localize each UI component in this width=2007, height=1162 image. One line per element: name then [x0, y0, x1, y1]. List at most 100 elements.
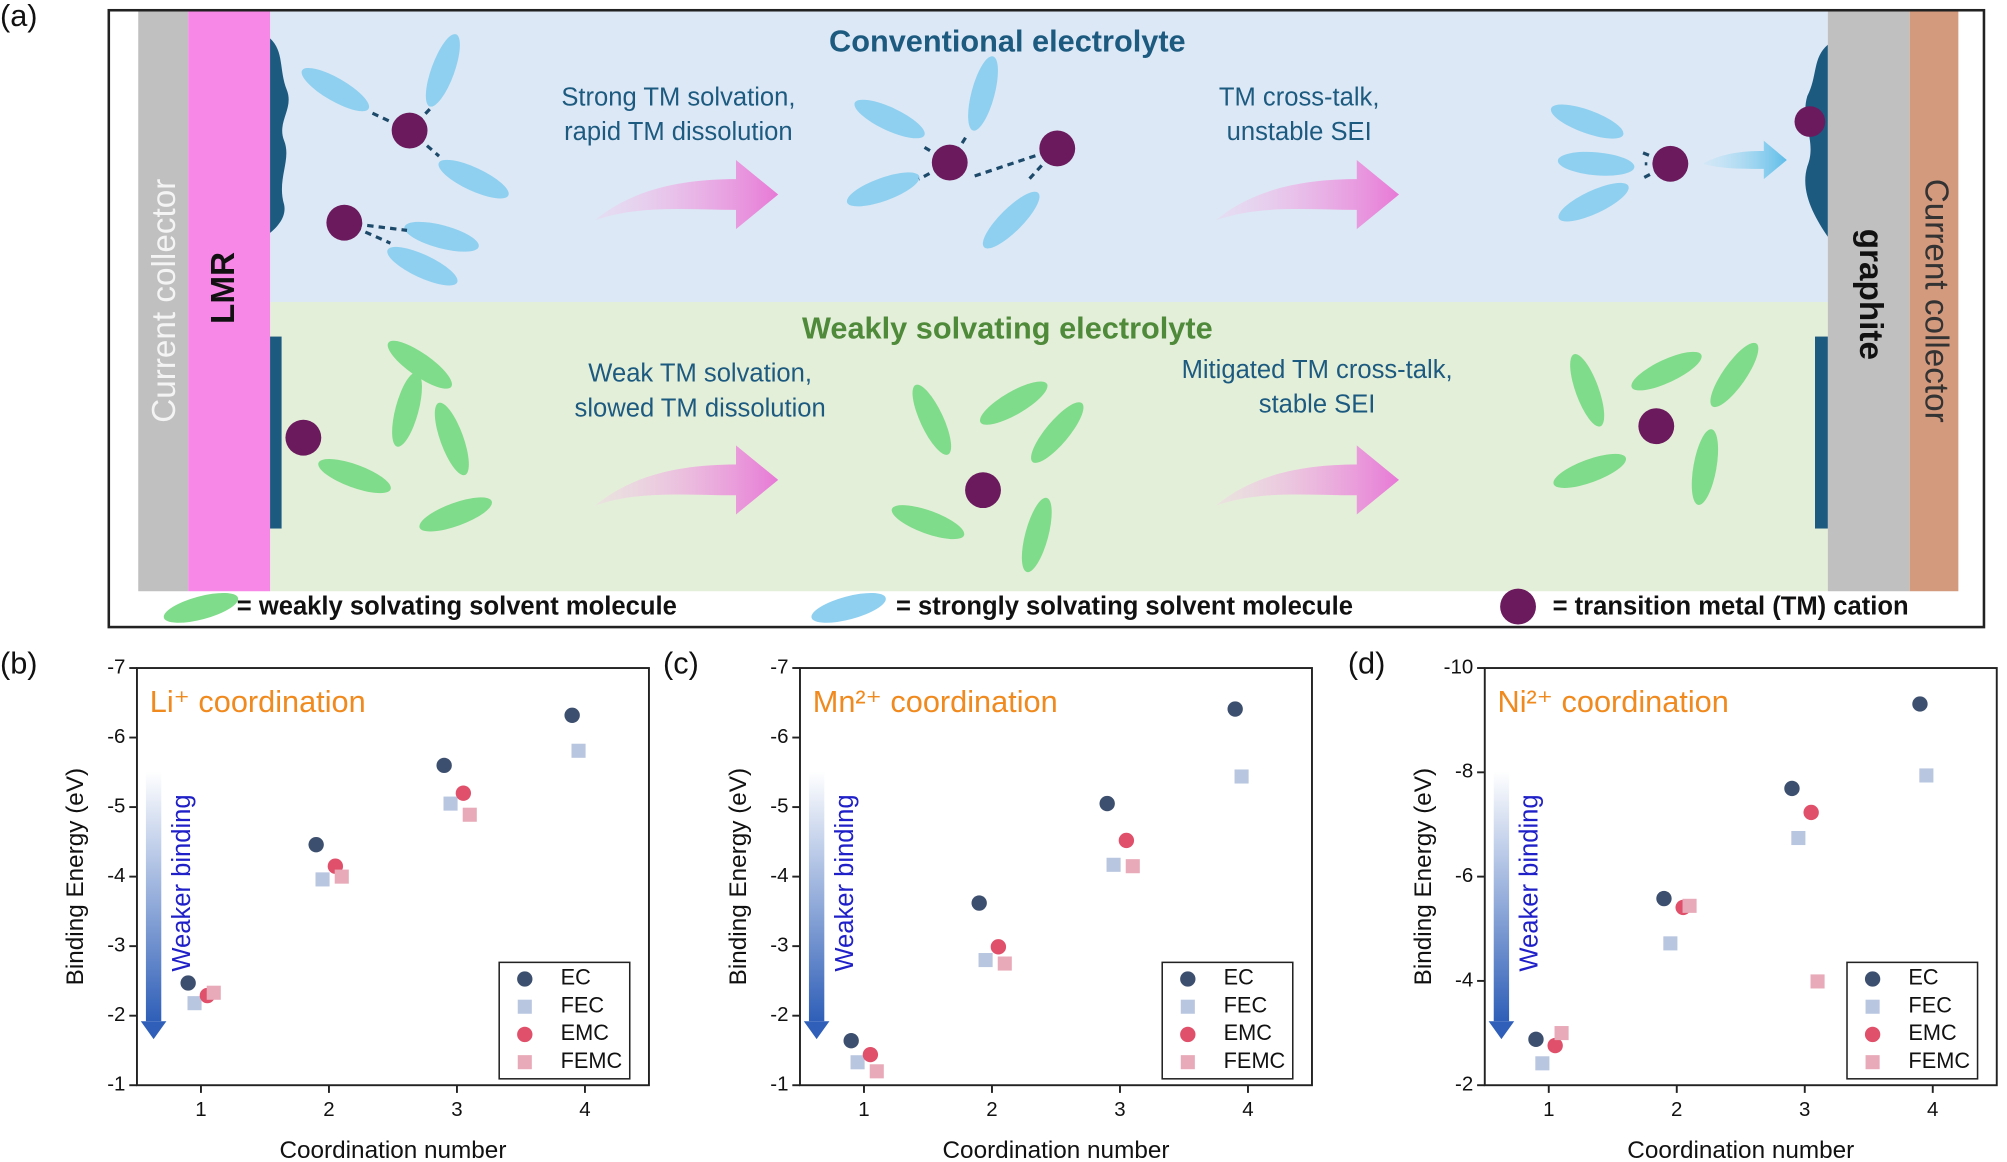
point	[1535, 1056, 1550, 1071]
solvent-molecule	[1553, 453, 1627, 488]
legend-label: EMC	[1908, 1020, 1956, 1045]
y-tick-label: -8	[1455, 760, 1473, 783]
point	[462, 807, 477, 822]
y-axis-label: Binding Energy (eV)	[725, 768, 752, 985]
step-text: unstable SEI	[1227, 118, 1372, 146]
region-title: Weakly solvating electrolyte	[802, 310, 1213, 345]
step-text: Strong TM solvation,	[561, 83, 795, 111]
chart-title: Ni²⁺ coordination	[1498, 684, 1729, 719]
y-tick-label: -2	[770, 1003, 788, 1026]
tm-cation	[1500, 588, 1536, 625]
tm-cation	[1794, 106, 1826, 137]
point	[978, 953, 993, 968]
point	[564, 707, 580, 723]
y-tick-label: -1	[770, 1073, 788, 1096]
point	[997, 956, 1012, 971]
legend-label: FEC	[1908, 992, 1952, 1017]
legend-label: FEC	[1224, 992, 1268, 1017]
x-tick-label: 2	[1671, 1098, 1682, 1121]
y-tick-label: -5	[770, 794, 788, 817]
annotation: Weaker binding	[831, 794, 859, 971]
solvent-molecule	[811, 592, 886, 623]
process-arrow	[1215, 445, 1400, 515]
point	[850, 1055, 865, 1070]
legend-marker	[1180, 999, 1195, 1014]
plot-frame	[135, 667, 650, 1087]
solvent-molecule	[419, 497, 492, 532]
solvent-molecule	[387, 246, 458, 286]
annotation-arrowhead	[803, 1021, 830, 1040]
legend-marker	[1865, 999, 1880, 1014]
y-tick-label: -6	[107, 725, 125, 748]
solvent-molecule	[1631, 351, 1702, 391]
chart-title: Mn²⁺ coordination	[813, 684, 1058, 719]
y-tick-label: -4	[1455, 968, 1473, 991]
solvent-molecule	[1557, 151, 1635, 176]
legend-marker	[517, 1055, 532, 1070]
solvent-molecule	[912, 384, 952, 455]
solvent-molecule	[968, 56, 998, 131]
tm-cation	[1652, 145, 1689, 182]
x-tick-label: 3	[1114, 1098, 1125, 1121]
step-text: TM cross-talk,	[1219, 83, 1380, 111]
point	[843, 1033, 859, 1049]
y-tick-label: -1	[107, 1073, 125, 1096]
chart-title: Li⁺ coordination	[150, 684, 366, 719]
point	[1912, 696, 1928, 712]
point	[1554, 1026, 1569, 1041]
x-axis-label: Coordination number	[1627, 1137, 1854, 1162]
y-tick-label: -4	[770, 864, 788, 887]
coordination-bond	[1027, 147, 1059, 181]
point	[436, 757, 452, 774]
legend-label: EMC	[561, 1020, 609, 1045]
point	[1663, 936, 1678, 951]
point	[315, 872, 330, 887]
solvent-molecule	[1031, 402, 1084, 463]
solvent-molecule	[404, 221, 479, 252]
collector-right	[1909, 10, 1959, 592]
step-text: Weak TM solvation,	[588, 360, 812, 388]
point	[1682, 898, 1697, 913]
point	[180, 975, 196, 991]
solvent-molecule	[392, 372, 422, 447]
y-axis-label: Binding Energy (eV)	[1410, 768, 1437, 985]
point	[1791, 830, 1806, 846]
collector-label: Current collector	[1917, 179, 1954, 423]
legend-marker	[1864, 1026, 1881, 1043]
point	[571, 743, 586, 758]
solvent-molecule	[1558, 182, 1629, 222]
panel-label: (c)	[663, 646, 699, 681]
tm-cation	[391, 112, 428, 149]
solvent-molecule	[1550, 104, 1624, 139]
y-tick-label: -10	[1444, 655, 1474, 678]
point	[862, 1046, 879, 1063]
x-tick-label: 3	[451, 1098, 462, 1121]
point	[1227, 701, 1243, 717]
x-tick-label: 4	[579, 1098, 590, 1121]
y-tick-label: -2	[107, 1003, 125, 1026]
anode-surface	[1805, 44, 1828, 237]
point	[971, 895, 987, 911]
solvent-molecule	[163, 592, 239, 623]
point	[1234, 769, 1249, 784]
tm-cation	[326, 204, 363, 241]
point	[187, 996, 202, 1011]
anode	[1827, 10, 1910, 592]
y-tick-label: -2	[1455, 1073, 1473, 1096]
solvent-molecule	[1691, 429, 1719, 505]
x-tick-label: 1	[858, 1098, 869, 1121]
annotation-arrowhead	[1488, 1021, 1515, 1040]
anode-sei	[1815, 336, 1828, 529]
y-tick-label: -3	[770, 934, 788, 957]
tm-cation	[285, 419, 322, 456]
process-arrow	[595, 159, 779, 230]
x-tick-label: 1	[1543, 1098, 1554, 1121]
y-tick-label: -6	[770, 725, 788, 748]
annotation: Weaker binding	[168, 794, 196, 971]
coordination-bond	[343, 221, 392, 245]
solvent-molecule	[301, 67, 370, 112]
process-arrow	[595, 445, 779, 515]
collector-label: Current collector	[146, 179, 183, 423]
legend-label: FEMC	[1908, 1048, 1970, 1073]
y-tick-label: -7	[770, 655, 788, 678]
